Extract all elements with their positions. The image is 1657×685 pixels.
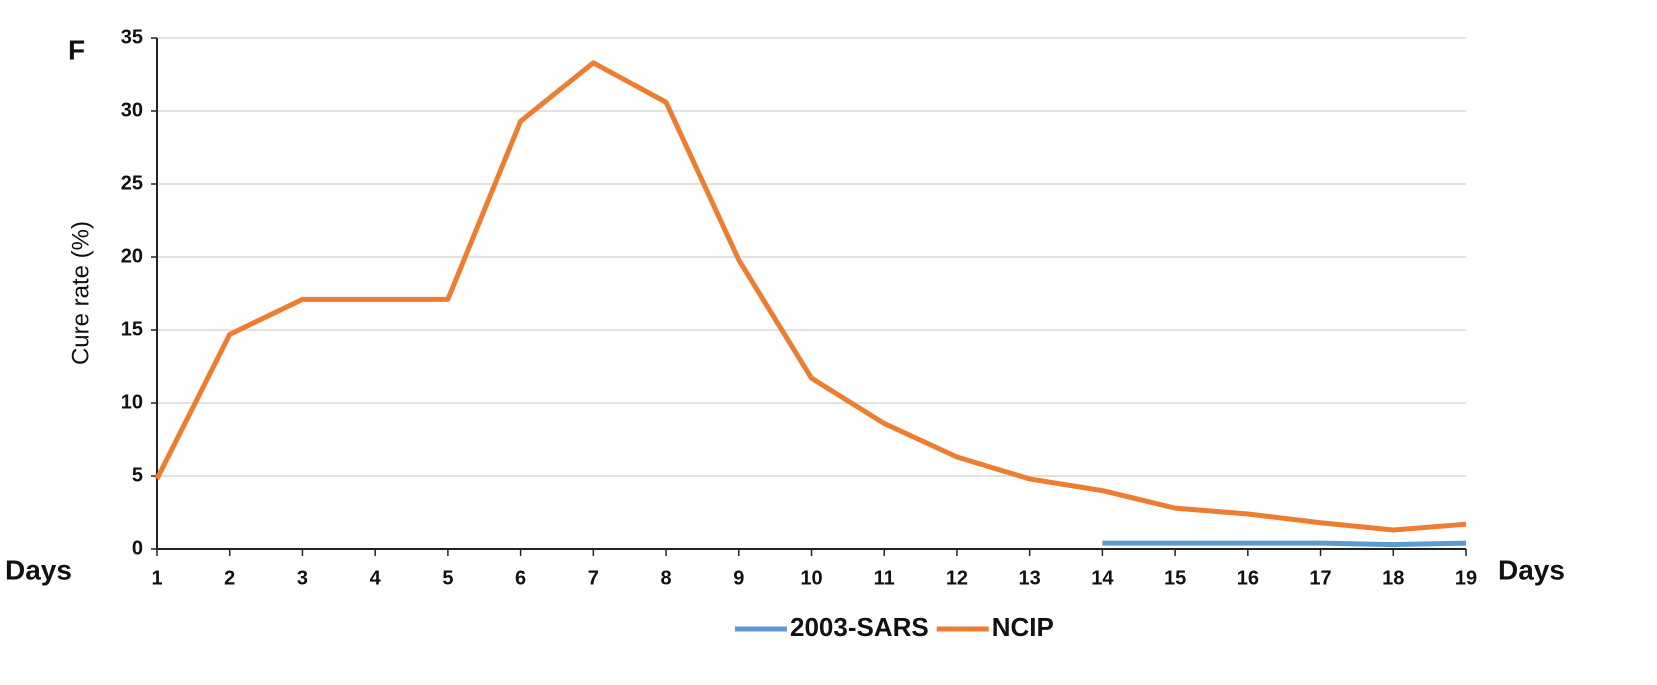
x-tick-label: 14 [1091, 567, 1114, 589]
x-tick-label: 3 [297, 567, 308, 589]
y-tick-label: 5 [132, 464, 143, 486]
x-tick-label: 19 [1455, 567, 1477, 589]
legend-label: 2003-SARS [790, 612, 929, 642]
x-axis-label: Days [1498, 554, 1565, 585]
line-series [1102, 540, 1467, 548]
x-tick-label: 5 [442, 567, 453, 589]
x-tick-label: 9 [733, 567, 744, 589]
line-series [154, 60, 1467, 533]
legend-label: NCIP [992, 612, 1054, 642]
x-tick-label: 10 [800, 567, 822, 589]
y-tick-label: 25 [121, 172, 143, 194]
x-tick-label: 6 [515, 567, 526, 589]
x-tick-label: 17 [1309, 567, 1331, 589]
x-tick-label: 15 [1164, 567, 1186, 589]
panel-label: F [68, 34, 85, 65]
y-tick-label: 20 [121, 245, 143, 267]
x-axis-label: Days [5, 554, 72, 585]
y-tick-label: 0 [132, 537, 143, 559]
y-tick-label: 35 [121, 26, 143, 48]
y-tick-label: 30 [121, 99, 143, 121]
x-tick-label: 13 [1019, 567, 1041, 589]
x-tick-label: 7 [588, 567, 599, 589]
x-tick-label: 1 [151, 567, 162, 589]
x-tick-label: 8 [660, 567, 671, 589]
x-tick-label: 18 [1382, 567, 1404, 589]
x-tick-label: 2 [224, 567, 235, 589]
y-tick-label: 15 [121, 318, 143, 340]
x-tick-label: 16 [1237, 567, 1259, 589]
x-tick-label: 11 [874, 567, 895, 589]
x-tick-label: 12 [946, 567, 968, 589]
x-tick-label: 4 [370, 567, 382, 589]
y-tick-label: 10 [121, 391, 143, 413]
y-axis-label: Cure rate (%) [67, 221, 94, 365]
